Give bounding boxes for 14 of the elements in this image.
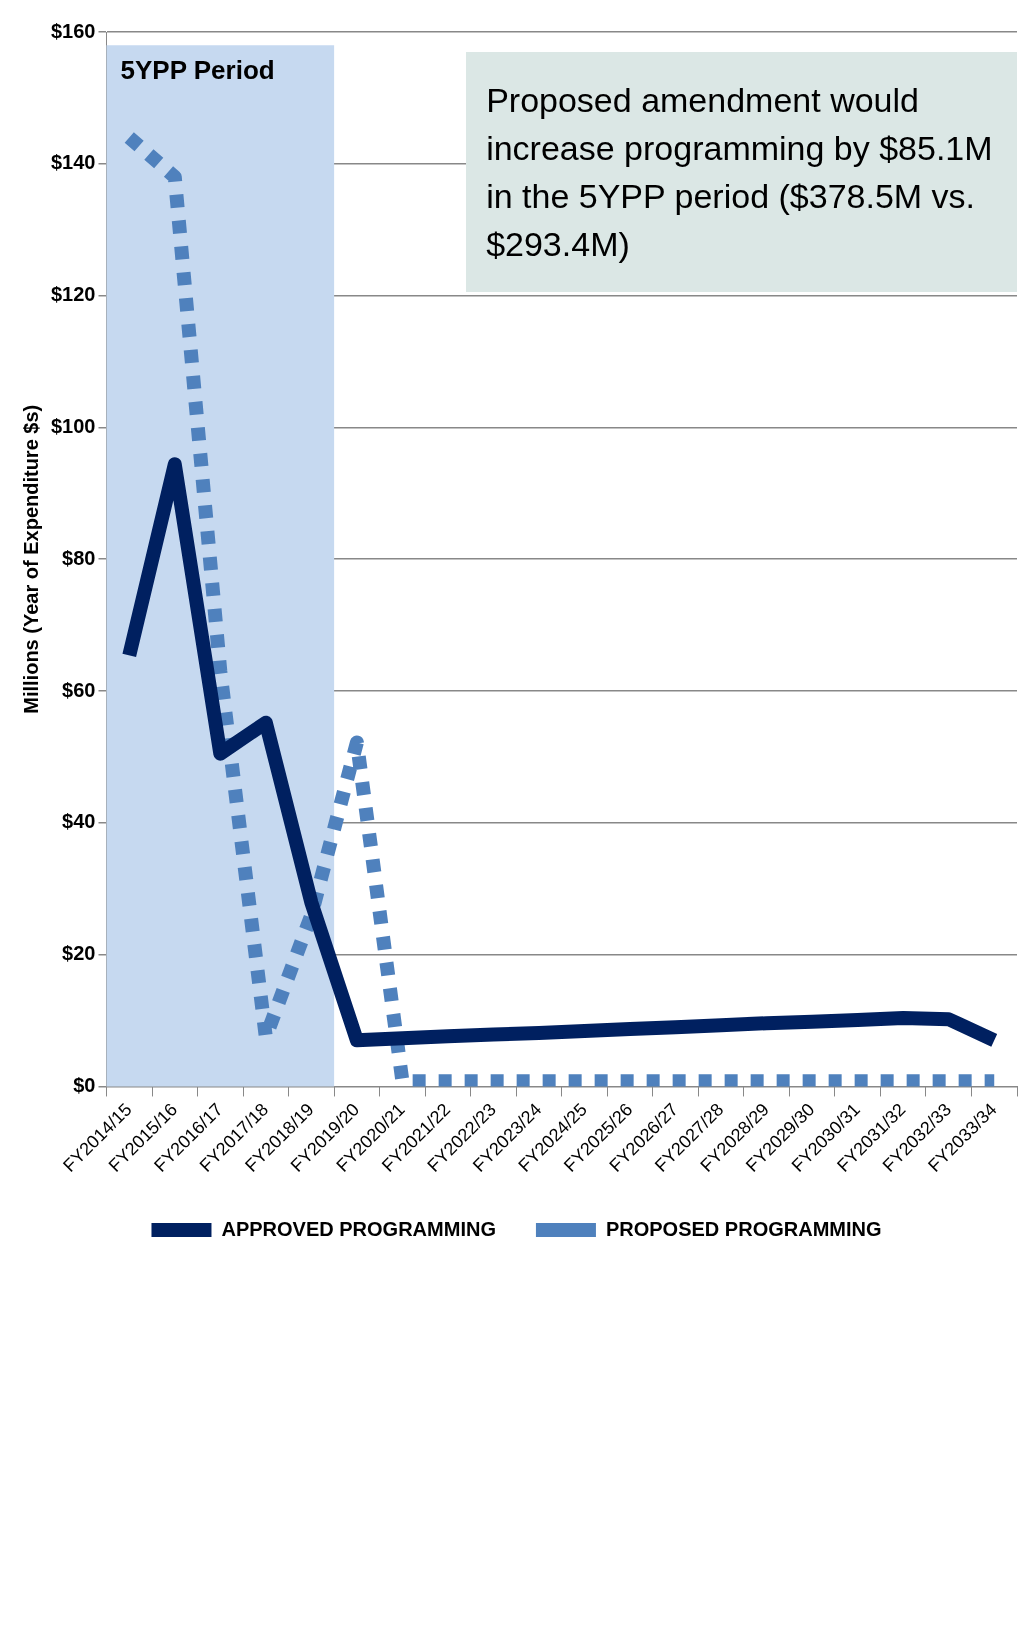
y-axis-title: Millions (Year of Expenditure $s) — [19, 404, 42, 714]
y-tick-label: $120 — [50, 283, 96, 306]
band-label: 5YPP Period — [120, 54, 275, 85]
legend-label: PROPOSED PROGRAMMING — [605, 1217, 882, 1240]
legend-label: APPROVED PROGRAMMING — [221, 1217, 496, 1240]
y-tick-label: $140 — [50, 151, 96, 174]
y-tick-label: $80 — [62, 546, 96, 569]
y-tick-label: $0 — [73, 1073, 96, 1096]
y-tick-label: $100 — [50, 414, 96, 437]
y-tick-label: $160 — [50, 19, 96, 42]
y-tick-label: $40 — [62, 810, 96, 833]
y-tick-label: $20 — [62, 942, 96, 965]
y-tick-label: $60 — [62, 678, 96, 701]
annotation: Proposed amendment would increase programming by $85.1M in the 5YPP period ($378.5M vs. $293.4M) — [486, 79, 994, 265]
